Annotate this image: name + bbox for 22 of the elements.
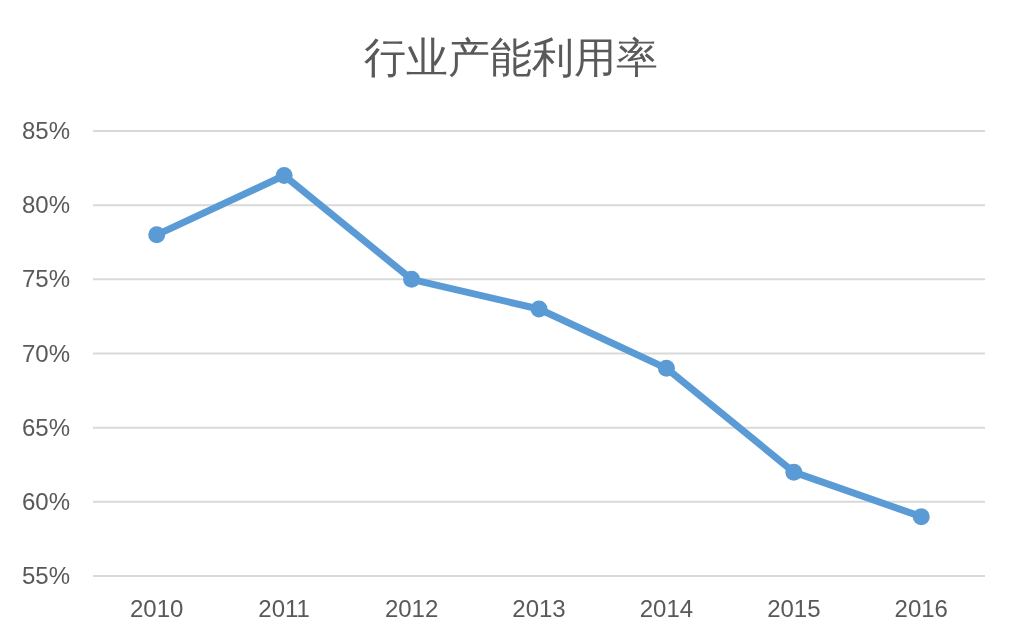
x-tick-label: 2011 xyxy=(258,595,310,622)
point xyxy=(785,463,803,481)
y-tick-label: 55% xyxy=(21,562,70,589)
point xyxy=(657,359,675,377)
x-tick-label: 2013 xyxy=(512,595,566,622)
x-tick-label: 2012 xyxy=(384,595,439,622)
point xyxy=(530,300,548,318)
point xyxy=(275,167,293,184)
chart-title: 行业产能利用率 xyxy=(364,34,658,81)
point xyxy=(912,508,930,526)
y-tick-label: 85% xyxy=(21,117,70,144)
y-tick-label: 75% xyxy=(21,265,70,293)
x-tick-label: 2010 xyxy=(130,595,184,622)
y-tick-label: 80% xyxy=(21,191,70,219)
x-tick-label: 2016 xyxy=(894,595,948,622)
point xyxy=(403,270,421,288)
x-tick-label: 2014 xyxy=(639,595,694,622)
y-tick-label: 70% xyxy=(21,339,70,367)
x-tick-label: 2015 xyxy=(767,595,821,622)
point xyxy=(148,226,166,244)
y-tick-label: 60% xyxy=(21,487,70,515)
y-tick-label: 65% xyxy=(21,413,70,441)
